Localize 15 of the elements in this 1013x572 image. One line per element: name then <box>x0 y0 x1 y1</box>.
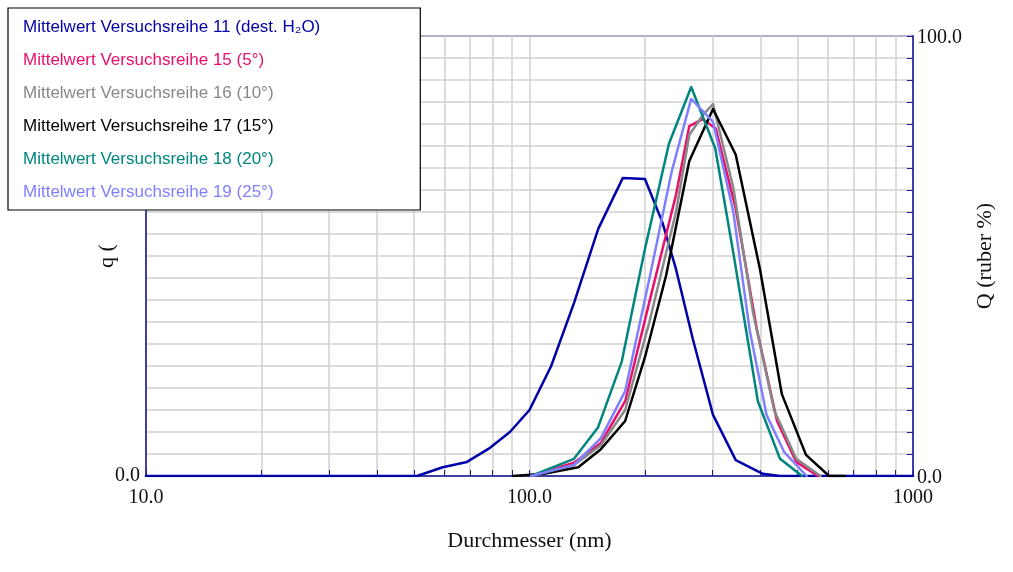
text: Mittelwert Versuchsreihe 11 (dest. H₂O) <box>23 17 321 36</box>
x-tick-label: 1000 <box>893 485 933 507</box>
x-tick-label: 100.0 <box>507 485 552 507</box>
text: 0.0 <box>115 463 140 485</box>
y2-tick-label: 100.0 <box>917 25 962 47</box>
text: Mittelwert Versuchsreihe 17 (15°) <box>23 116 274 135</box>
text: Mittelwert Versuchsreihe 16 (10°) <box>23 83 274 102</box>
text: Mittelwert Versuchsreihe 19 (25°) <box>23 182 274 201</box>
x-tick-label: 10.0 <box>128 485 164 507</box>
y2-axis-title: Q (ruber %) <box>971 202 997 310</box>
text: Mittelwert Versuchsreihe 18 (20°) <box>23 149 274 168</box>
text: Mittelwert Versuchsreihe 15 (5°) <box>23 50 265 69</box>
x-axis-title: Durchmesser (nm) <box>447 526 612 552</box>
y2-tick-label: 0.0 <box>917 465 942 487</box>
y-axis-title: q ( <box>92 244 118 268</box>
